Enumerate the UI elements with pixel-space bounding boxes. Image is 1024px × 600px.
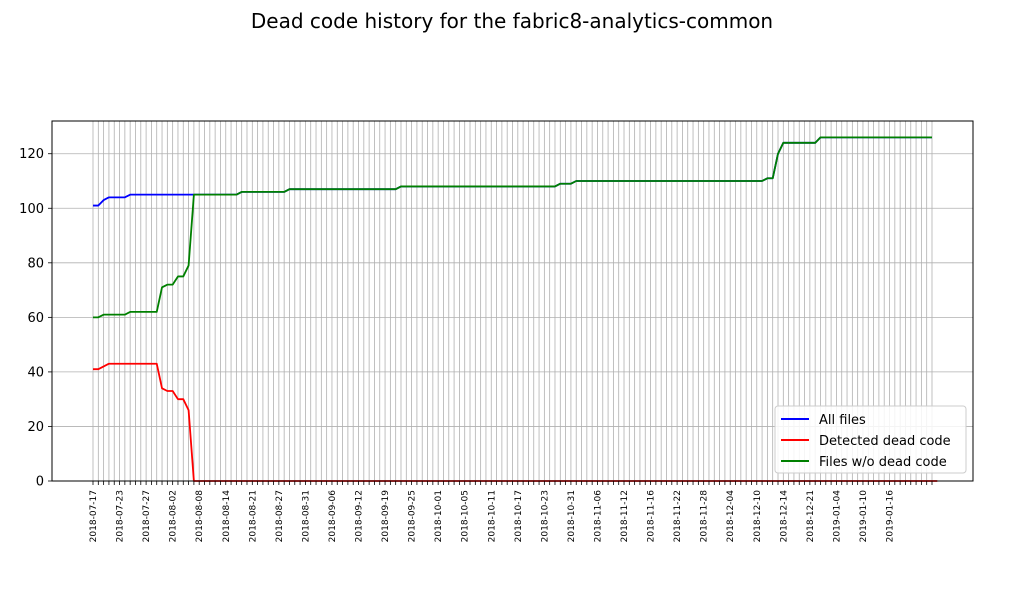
y-tick-label: 120 (19, 147, 44, 162)
x-tick-label: 2018-08-14 (222, 490, 232, 543)
x-tick-label: 2018-12-04 (726, 490, 736, 543)
x-tick-label: 2018-10-23 (540, 490, 550, 542)
y-tick-label: 0 (36, 475, 44, 490)
x-tick-label: 2018-08-08 (195, 490, 205, 543)
x-tick-label: 2018-10-11 (487, 490, 497, 542)
y-tick-label: 100 (19, 202, 44, 217)
x-tick-label: 2018-07-17 (89, 490, 99, 542)
x-tick-label: 2019-01-16 (886, 490, 896, 543)
chart-title: Dead code history for the fabric8-analyt… (251, 9, 773, 33)
axes: 0 20 40 60 80 100 120 2018-07-17 2018-07-23 2018-… (19, 147, 933, 543)
x-tick-label: 2018-11-22 (673, 490, 683, 542)
x-tick-label: 2018-12-21 (806, 490, 816, 542)
x-tick-label: 2018-09-06 (328, 490, 338, 543)
x-tick-label: 2018-10-01 (434, 490, 444, 542)
y-tick-label: 80 (27, 256, 44, 271)
y-tick-label: 20 (27, 420, 44, 435)
x-tick-label: 2018-11-06 (593, 490, 603, 543)
legend-label: Detected dead code (819, 434, 951, 449)
legend: All files Detected dead code Files w/o dea… (774, 405, 967, 474)
x-tick-label: 2018-10-31 (567, 490, 577, 542)
x-tick-label: 2018-08-31 (301, 490, 311, 542)
y-tick-label: 60 (27, 311, 44, 326)
x-tick-label: 2018-07-27 (142, 490, 152, 542)
legend-box (774, 405, 967, 474)
y-tick-label: 40 (27, 365, 44, 380)
x-tick-label: 2018-12-14 (779, 490, 789, 543)
x-tick-label: 2018-09-12 (355, 490, 365, 542)
x-tick-label: 2018-12-10 (753, 490, 763, 543)
x-tick-label: 2018-10-05 (461, 490, 471, 542)
x-tick-label: 2018-11-16 (647, 490, 657, 543)
x-tick-label: 2018-11-28 (700, 490, 710, 543)
series-line-files-w-o-dead-code (93, 136, 932, 319)
x-tick-label: 2019-01-04 (832, 490, 842, 543)
x-tick-label: 2018-09-19 (381, 490, 391, 543)
x-tick-label: 2019-01-10 (859, 490, 869, 543)
x-tick-label: 2018-11-12 (620, 490, 630, 542)
legend-label: All files (819, 413, 866, 428)
x-tick-label: 2018-08-21 (248, 490, 258, 542)
x-tick-label: 2018-09-25 (408, 490, 418, 542)
legend-label: Files w/o dead code (819, 455, 947, 470)
x-tick-label: 2018-10-17 (514, 490, 524, 542)
x-tick-label: 2018-08-27 (275, 490, 285, 542)
x-tick-label: 2018-08-02 (169, 490, 179, 542)
x-tick-label: 2018-07-23 (116, 490, 126, 542)
